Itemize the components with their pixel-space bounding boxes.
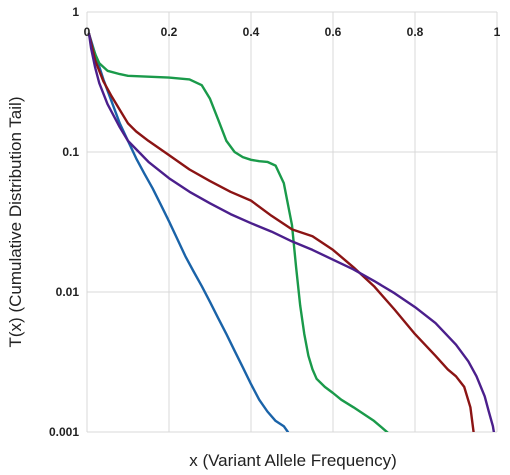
series-line-2 [87,32,389,432]
grid-layer [86,11,498,433]
y-tick-label: 1 [72,5,79,19]
x-tick-label: 0.6 [325,25,342,39]
x-tick-label: 0.4 [243,25,260,39]
x-tick-label: 0.2 [161,25,178,39]
series-line-3 [87,32,475,432]
y-tick-label: 0.01 [56,285,80,299]
series-line-4 [87,32,496,432]
x-axis-label: x (Variant Allele Frequency) [189,451,397,470]
x-tick-label: 0 [84,25,91,39]
tick-layer: 0 0.2 0.4 0.6 0.8 1 1 0.1 0.01 0.001 [49,5,501,439]
series-line-1 [87,32,290,432]
x-tick-label: 0.8 [407,25,424,39]
x-tick-label: 1 [494,25,501,39]
y-tick-label: 0.001 [49,425,79,439]
y-tick-label: 0.1 [62,145,79,159]
series-layer [87,32,496,432]
y-axis-label: T(x) (Cumulative Distribution Tail) [6,97,25,348]
